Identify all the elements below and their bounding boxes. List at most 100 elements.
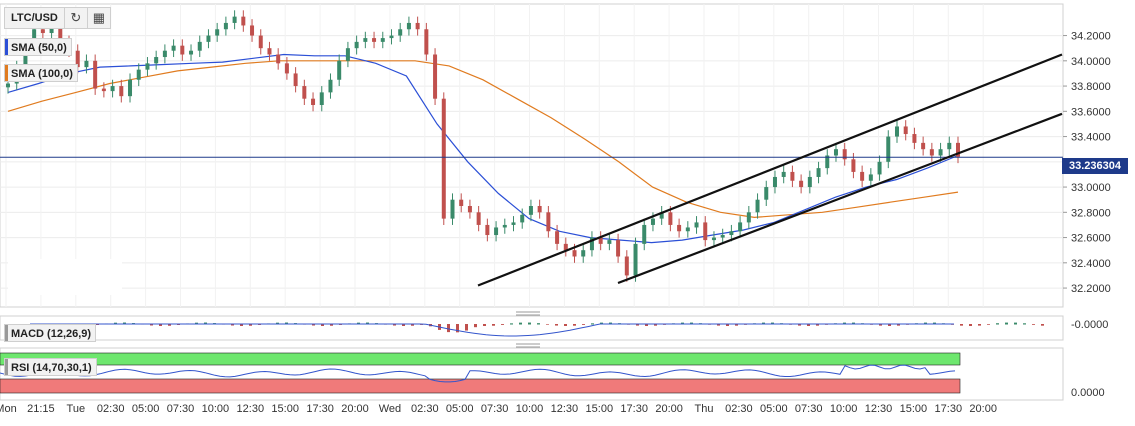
rsi-label[interactable]: RSI (14,70,30,1) xyxy=(4,358,97,376)
candle-body xyxy=(276,54,281,64)
candle-body xyxy=(93,60,98,89)
macd-histogram-bar xyxy=(231,324,234,326)
macd-histogram-bar xyxy=(726,324,729,326)
macd-histogram-bar xyxy=(1005,322,1008,325)
macd-histogram-bar xyxy=(483,324,486,326)
candle-body xyxy=(363,38,368,42)
candle-body xyxy=(119,86,124,97)
macd-line xyxy=(30,323,954,337)
candle-body xyxy=(328,79,333,93)
time-tick-label: 12:30 xyxy=(237,403,265,415)
time-tick-label: 12:30 xyxy=(551,403,579,415)
candle-body xyxy=(110,86,115,92)
candle-body xyxy=(180,45,185,55)
time-tick-label: Wed xyxy=(379,403,401,415)
macd-histogram-bar xyxy=(474,324,477,328)
candle-body xyxy=(467,206,472,213)
macd-histogram-bar xyxy=(168,324,171,326)
macd-histogram-bar xyxy=(897,324,900,326)
time-tick-label: Tue xyxy=(67,403,86,415)
price-tick-label: 32.8000 xyxy=(1071,207,1111,219)
time-tick-label: 02:30 xyxy=(725,403,753,415)
candle-body xyxy=(128,79,133,97)
macd-histogram-bar xyxy=(96,324,99,326)
candle-body xyxy=(267,48,272,55)
macd-histogram-bar xyxy=(591,323,594,325)
time-tick-label: 15:00 xyxy=(271,403,299,415)
rsi-line xyxy=(0,364,956,383)
macd-histogram-bar xyxy=(735,324,738,326)
macd-histogram-bar xyxy=(537,323,540,325)
candle-body xyxy=(485,224,490,236)
candle-body xyxy=(537,206,542,213)
sma100-label[interactable]: SMA (100,0) xyxy=(4,64,78,82)
candle-body xyxy=(659,212,664,219)
time-tick-label: 10:00 xyxy=(830,403,858,415)
candle-body xyxy=(755,199,760,213)
macd-histogram-bar xyxy=(330,324,333,326)
macd-histogram-bar xyxy=(798,324,801,326)
price-tick-label: 33.8000 xyxy=(1071,81,1111,93)
candle-body xyxy=(241,16,246,26)
candle-body xyxy=(223,22,228,30)
symbol-label: LTC/USD xyxy=(5,8,65,28)
candle-body xyxy=(589,237,594,251)
candle-body xyxy=(833,149,838,156)
candle-body xyxy=(441,98,446,219)
candle-body xyxy=(232,16,237,23)
price-tick-label: 32.4000 xyxy=(1071,258,1111,270)
candle-body xyxy=(171,45,176,51)
macd-histogram-bar xyxy=(159,324,162,326)
candle-body xyxy=(546,212,551,232)
main-panel xyxy=(0,3,1064,401)
time-tick-label: 07:30 xyxy=(795,403,823,415)
time-tick-label: 07:30 xyxy=(167,403,195,415)
candle-body xyxy=(921,142,926,150)
time-tick-label: 15:00 xyxy=(900,403,928,415)
macd-label[interactable]: MACD (12,26,9) xyxy=(4,324,97,342)
candle-body xyxy=(372,38,377,42)
candle-body xyxy=(380,38,385,42)
calendar-icon[interactable]: ▦ xyxy=(92,10,105,25)
candle-body xyxy=(729,231,734,236)
candle-body xyxy=(929,149,934,156)
candle-body xyxy=(23,48,28,68)
candle-body xyxy=(476,212,481,225)
candle-body xyxy=(790,171,795,181)
macd-histogram-bar xyxy=(150,324,153,326)
time-tick-label: 10:00 xyxy=(202,403,230,415)
macd-histogram-bar xyxy=(546,324,549,325)
candle-body xyxy=(450,199,455,219)
time-tick-label: 20:00 xyxy=(655,403,683,415)
channel-lines xyxy=(477,53,1063,287)
sma50-label[interactable]: SMA (50,0) xyxy=(4,38,72,56)
candle-body xyxy=(293,73,298,87)
macd-histogram-bar xyxy=(519,322,522,325)
macd-histogram-bar xyxy=(528,322,531,325)
candle-body xyxy=(389,35,394,39)
candle-body xyxy=(650,218,655,225)
macd-axis-tick: -0.0000 xyxy=(1071,319,1108,331)
refresh-icon[interactable]: ↻ xyxy=(65,8,88,28)
last-price-tag: 33.236304 xyxy=(1062,158,1128,174)
sma50-line xyxy=(7,53,959,244)
macd-histogram-bar xyxy=(987,324,990,325)
candle-body xyxy=(903,126,908,135)
candle-body xyxy=(572,250,577,257)
candle-body xyxy=(258,35,263,49)
candle-body xyxy=(154,57,159,64)
time-tick-label: 05:00 xyxy=(760,403,788,415)
candle-body xyxy=(633,243,638,276)
candle-body xyxy=(206,35,211,42)
macd-histogram-bar xyxy=(411,324,414,326)
candle-body xyxy=(764,187,769,200)
candle-body xyxy=(415,22,420,30)
macd-histogram-bar xyxy=(996,323,999,325)
time-tick-label: 10:00 xyxy=(516,403,544,415)
macd-histogram-bar xyxy=(465,324,468,331)
candle-body xyxy=(520,214,525,223)
time-axis: Mon 21:15 Tue 02:30 05:00 07:30 10:00 12:30 15:0… xyxy=(0,403,997,415)
macd-histogram-bar xyxy=(240,324,243,326)
candle-body xyxy=(703,222,708,241)
